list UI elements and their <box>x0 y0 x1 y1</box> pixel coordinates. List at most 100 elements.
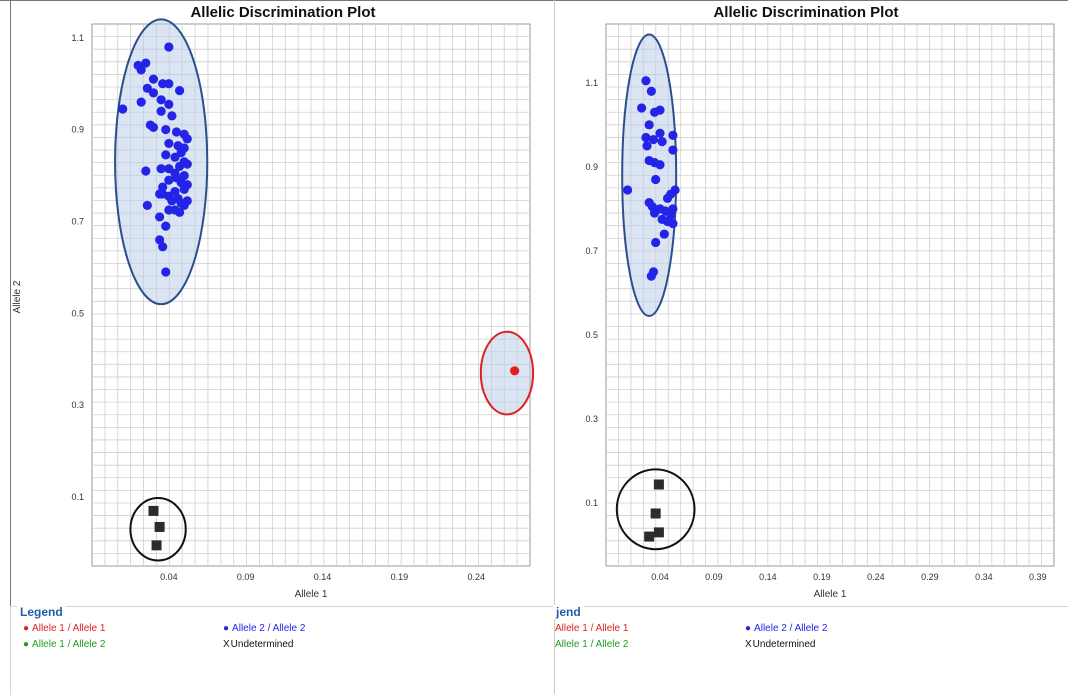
point-allele2 <box>622 185 633 195</box>
chart-title: Allelic Discrimination Plot <box>190 4 375 21</box>
point-allele2 <box>179 200 189 211</box>
point-allele2 <box>118 104 128 114</box>
y-tick-label: 0.1 <box>585 498 598 508</box>
point-allele2 <box>648 134 659 145</box>
y-tick-label: 0.3 <box>71 400 84 410</box>
x-tick-label: 0.04 <box>651 572 669 582</box>
legend-item-undetermined: XUndetermined <box>745 639 815 650</box>
legend-label: Allele 1 / Allele 1 <box>32 623 106 634</box>
y-tick-label: 0.5 <box>585 330 598 340</box>
cluster-ellipse-allele2 <box>114 18 209 306</box>
point-allele2 <box>651 237 661 248</box>
legend-item-allele1-allele2: Allele 1 / Allele 2 <box>555 639 628 650</box>
point-allele2 <box>161 150 171 160</box>
cluster-ellipse-undetermined <box>129 497 187 562</box>
left-border <box>10 0 11 610</box>
x-tick-label: 0.24 <box>467 572 485 582</box>
point-allele2 <box>141 58 151 68</box>
point-allele2 <box>161 267 171 277</box>
legend-label: Allele 2 / Allele 2 <box>232 623 306 634</box>
x-tick-label: 0.14 <box>314 572 332 582</box>
point-allele2 <box>164 138 174 149</box>
point-allele2 <box>641 132 651 143</box>
point-allele2 <box>136 97 146 107</box>
point-allele2 <box>659 229 669 239</box>
point-allele2 <box>649 107 660 117</box>
legend-panel-left: Legend ● Allele 1 / Allele 1 ● Allele 2 / … <box>10 605 554 695</box>
x-tick-label: 0.24 <box>867 572 885 582</box>
x-tick-label: 0.19 <box>391 572 409 582</box>
point-allele2 <box>156 95 166 105</box>
point-allele2 <box>148 122 159 132</box>
point-allele2 <box>164 79 174 89</box>
point-allele2 <box>651 174 661 185</box>
point-allele2 <box>164 205 174 215</box>
point-undetermined <box>653 479 664 490</box>
point-allele2 <box>179 184 189 194</box>
legend-title: Legend <box>17 605 66 619</box>
legend-item-allele1-allele1: ● Allele 1 / Allele 1 <box>23 623 105 634</box>
x-tick-label: 0.19 <box>813 572 831 582</box>
point-allele2 <box>668 218 678 229</box>
x-tick-label: 0.04 <box>160 572 178 582</box>
point-allele2 <box>136 65 146 75</box>
point-undetermined <box>154 521 165 532</box>
point-allele2 <box>175 86 185 96</box>
point-allele2 <box>646 271 656 281</box>
point-allele2 <box>164 175 174 185</box>
point-allele2 <box>142 200 152 211</box>
point-allele2 <box>161 221 171 231</box>
legend-item-undetermined: XUndetermined <box>223 639 293 650</box>
plot-2: 0.04 0.09 0.14 0.19 0.24 0.29 0.34 0.39 0.1 0.3 0.… <box>585 4 1055 600</box>
y-tick-label: 0.9 <box>585 162 598 172</box>
y-tick-label: 0.7 <box>71 217 84 227</box>
y-tick-label: 0.1 <box>71 492 84 502</box>
legend-item-allele1-allele2: ● Allele 1 / Allele 2 <box>23 639 105 650</box>
panel-divider <box>554 0 555 694</box>
x-axis-label: Allele 1 <box>814 589 847 600</box>
point-allele2 <box>657 137 667 147</box>
y-tick-label: 0.3 <box>585 414 598 424</box>
point-allele2 <box>158 189 168 199</box>
legend-label: Allele 1 / Allele 1 <box>555 623 629 634</box>
x-axis-label: Allele 1 <box>295 589 328 600</box>
point-allele2 <box>156 164 166 174</box>
legend-label: Undetermined <box>230 639 294 650</box>
point-allele2 <box>158 182 168 192</box>
point-undetermined <box>148 505 159 516</box>
point-allele2 <box>644 120 654 130</box>
cluster-ellipse-allele2 <box>621 33 678 318</box>
point-allele2 <box>655 160 665 170</box>
point-allele2 <box>141 166 151 176</box>
legend-item-allele1-allele1: Allele 1 / Allele 1 <box>555 623 628 634</box>
legend-label: Allele 1 / Allele 2 <box>555 639 629 650</box>
cluster-ellipse-allele1 <box>479 330 535 416</box>
legend-item-allele2-allele2: ● Allele 2 / Allele 2 <box>745 623 827 634</box>
point-allele2 <box>642 141 652 151</box>
x-tick-label: 0.14 <box>759 572 777 582</box>
legend-panel-right: jend Allele 1 / Allele 1 ● Allele 2 / All… <box>553 605 1068 695</box>
y-tick-label: 0.9 <box>71 125 84 135</box>
point-allele2 <box>662 193 673 203</box>
top-border <box>0 0 1068 1</box>
point-allele2 <box>668 130 678 140</box>
x-mark-icon: X <box>745 639 752 650</box>
point-allele2 <box>155 235 165 245</box>
red-dot-icon: ● <box>23 623 30 634</box>
point-allele2 <box>175 207 185 217</box>
y-axis-label: Allele 2 <box>12 280 23 313</box>
point-allele2 <box>182 134 192 144</box>
point-undetermined <box>151 540 162 551</box>
point-allele2 <box>641 76 651 86</box>
green-dot-icon: ● <box>23 639 30 650</box>
point-allele2 <box>148 74 159 84</box>
point-allele2 <box>171 127 182 137</box>
point-allele2 <box>148 88 159 98</box>
point-allele2 <box>156 106 166 116</box>
point-allele2 <box>655 128 665 138</box>
y-tick-label: 0.5 <box>71 308 84 318</box>
point-allele2 <box>668 145 678 155</box>
point-allele2 <box>646 86 656 96</box>
legend-label: Allele 1 / Allele 2 <box>32 639 106 650</box>
